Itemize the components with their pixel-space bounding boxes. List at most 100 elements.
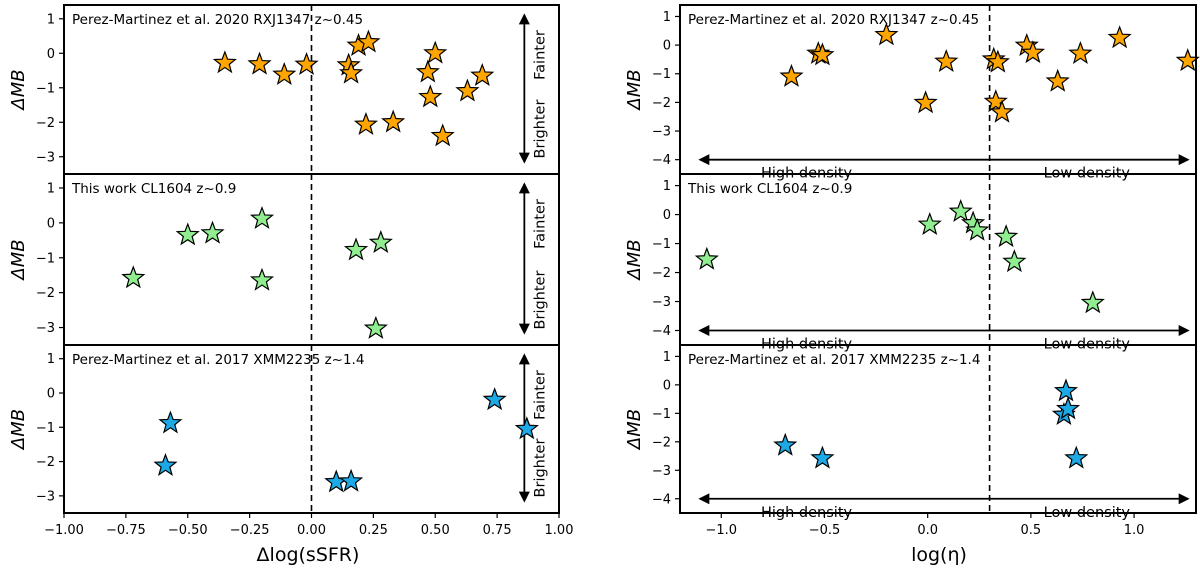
data-point-star [294, 51, 319, 75]
x-tick-label: 0.5 [1021, 523, 1042, 538]
panel-title: This work CL1604 z~0.9 [71, 181, 236, 197]
y-tick-label: −3 [36, 321, 55, 336]
data-point-star [1055, 396, 1081, 420]
y-tick-label: −4 [652, 153, 671, 168]
y-tick-label: 0 [663, 39, 671, 54]
annotation-fainter: Fainter [532, 370, 548, 420]
y-tick-label: −3 [36, 150, 55, 165]
data-point-star [1080, 290, 1105, 314]
left-xlabel: Δlog(sSFR) [257, 544, 360, 566]
annotation-brighter: Brighter [532, 271, 548, 330]
x-tick-label: 0.0 [917, 523, 938, 538]
y-axis-label: ΔMB [8, 239, 29, 281]
data-point-star [353, 111, 379, 135]
x-tick-label: 1.0 [1124, 523, 1145, 538]
data-point-star [1002, 249, 1027, 273]
data-point-star [423, 40, 448, 64]
data-point-star [430, 123, 455, 147]
y-tick-label: −3 [652, 464, 671, 479]
y-tick-label: −3 [36, 489, 55, 504]
x-tick-label: −1.00 [44, 523, 84, 538]
data-point-star [989, 99, 1015, 123]
y-tick-label: −3 [652, 125, 671, 140]
data-point-star [1020, 40, 1046, 64]
x-tick-label: −0.5 [809, 523, 841, 538]
annotation-brighter: Brighter [532, 439, 548, 498]
data-point-star [694, 246, 719, 270]
x-tick-label: 0.50 [421, 523, 450, 538]
panels: 1 0 −1 −2 −3 ΔMB Perez-Martinez et al. 2020 RX… [8, 4, 1200, 538]
data-point-star [773, 432, 798, 456]
data-point-star [514, 416, 539, 440]
data-point-star [158, 410, 183, 434]
y-tick-label: −2 [652, 96, 671, 111]
panel-3: 1 0 −1 −2 −3 ΔMB −1.00 −0.75 −0.50 −0.25 0.00 0.25 0… [8, 344, 574, 538]
y-tick-label: 1 [47, 12, 55, 27]
y-tick-label: 0 [47, 47, 55, 62]
data-point-star [212, 50, 237, 74]
data-point-star [368, 230, 393, 254]
data-point-star [363, 315, 388, 339]
data-point-star [200, 220, 225, 244]
y-tick-label: −1 [652, 67, 671, 82]
x-tick-label: −0.50 [168, 523, 208, 538]
data-point-star [339, 468, 364, 492]
data-point-star [948, 198, 973, 222]
x-tick-label: 0.75 [483, 523, 512, 538]
panel-2: 1 0 −1 −2 −3 ΔMB This work CL1604 z~0.9 Fainter… [8, 173, 560, 346]
y-tick-label: −1 [652, 237, 671, 252]
data-point-star [247, 51, 272, 75]
y-tick-label: −4 [652, 324, 671, 339]
y-axis-label: ΔMB [8, 409, 29, 451]
y-tick-label: 1 [663, 10, 671, 25]
annotation-fainter: Fainter [532, 199, 548, 249]
y-tick-label: −2 [652, 266, 671, 281]
y-axis-label: ΔMB [624, 69, 645, 111]
y-axis-label: ΔMB [8, 69, 29, 111]
panel-title: Perez-Martinez et al. 2020 RXJ1347 z~0.4… [688, 12, 979, 28]
y-tick-label: −1 [36, 81, 55, 96]
y-axis-label: ΔMB [624, 239, 645, 281]
panel-frame [63, 344, 560, 514]
panel-frame [679, 344, 1197, 514]
panel-4: 1 0 −1 −2 −3 −4 ΔMB Perez-Martinez et al. 2020 … [624, 4, 1200, 182]
data-point-star [983, 89, 1008, 113]
data-point-star [1064, 445, 1089, 469]
right-xlabel: log(η) [911, 544, 967, 566]
panel-frame [679, 173, 1197, 346]
y-tick-label: 1 [663, 179, 671, 194]
x-tick-label: 0.00 [297, 523, 326, 538]
data-point-star [381, 109, 406, 133]
x-tick-label: −0.25 [230, 523, 270, 538]
x-tick-label: −0.75 [106, 523, 146, 538]
data-point-star [470, 62, 495, 86]
panel-6: 1 0 −1 −2 −3 −4 ΔMB −1.0 −0.5 0.0 0.5 1.0 Perez-Mart… [624, 344, 1197, 538]
data-point-star [455, 78, 480, 102]
y-tick-label: 1 [47, 181, 55, 196]
data-point-star [917, 212, 942, 236]
data-point-star [121, 265, 146, 289]
panel-title: Perez-Martinez et al. 2017 XMM2235 z~1.4 [688, 352, 980, 368]
data-point-star [249, 267, 275, 291]
data-point-star [1045, 68, 1070, 92]
x-tick-label: 1.00 [545, 523, 574, 538]
data-point-star [913, 90, 938, 114]
x-tick-label: −1.0 [705, 523, 737, 538]
data-point-star [249, 205, 275, 229]
y-tick-label: −3 [652, 295, 671, 310]
data-point-star [934, 49, 959, 72]
y-tick-label: 0 [663, 208, 671, 223]
panel-title: This work CL1604 z~0.9 [687, 181, 852, 197]
y-tick-label: 1 [663, 350, 671, 365]
data-point-star [810, 445, 835, 469]
panel-title: Perez-Martinez et al. 2020 RXJ1347 z~0.4… [72, 12, 363, 28]
y-tick-label: −1 [36, 251, 55, 266]
y-tick-label: 0 [47, 216, 55, 231]
y-tick-label: 0 [663, 378, 671, 393]
data-point-star [175, 222, 200, 246]
x-tick-label: 0.25 [359, 523, 388, 538]
annotation-brighter: Brighter [532, 100, 548, 159]
y-tick-label: 0 [47, 387, 55, 402]
y-tick-label: −1 [36, 421, 55, 436]
